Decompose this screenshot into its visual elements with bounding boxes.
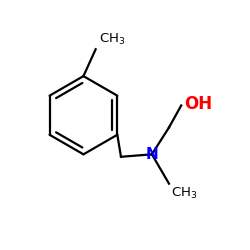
Text: N: N: [146, 147, 158, 162]
Text: CH$_3$: CH$_3$: [172, 186, 198, 201]
Text: OH: OH: [184, 95, 212, 113]
Text: CH$_3$: CH$_3$: [99, 32, 126, 47]
